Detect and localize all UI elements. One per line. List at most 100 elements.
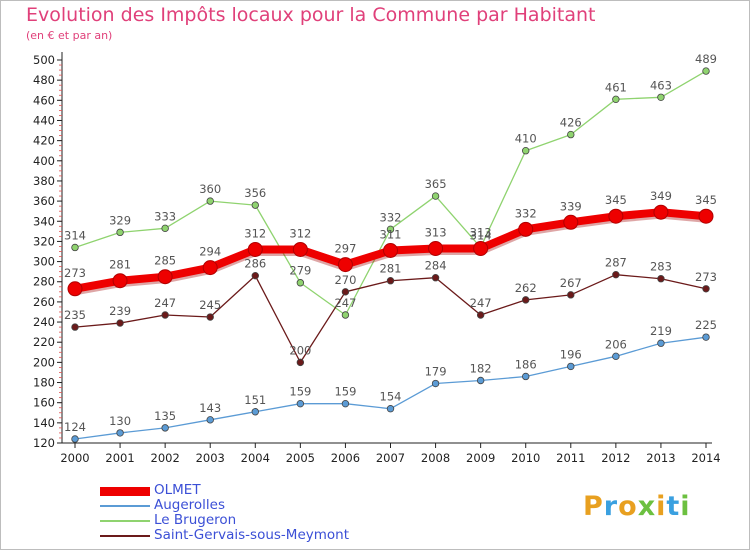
data-point [161,424,169,432]
data-label: 426 [560,116,582,130]
x-tick-label: 2004 [241,451,270,465]
logo-letter: r [603,491,619,522]
legend-swatch [100,535,150,537]
x-tick-label: 2008 [421,451,450,465]
data-label: 219 [650,324,672,338]
data-point [431,274,440,282]
data-point [116,429,124,437]
y-tick-label: 220 [33,335,55,349]
data-label: 365 [425,177,447,191]
x-tick-label: 2013 [646,451,675,465]
data-label: 312 [244,226,266,240]
data-point [341,288,350,296]
data-label: 286 [244,257,266,271]
x-tick-label: 2002 [151,451,180,465]
x-tick-label: 2005 [286,451,315,465]
data-label: 410 [515,132,537,146]
data-label: 284 [425,259,447,273]
data-point [341,399,350,408]
data-point [476,311,485,319]
x-tick-label: 2011 [556,451,585,465]
logo-letter: i [656,491,667,522]
data-label: 285 [154,254,176,268]
data-point [247,241,263,257]
y-tick-label: 480 [33,73,55,87]
legend-label: Augerolles [154,497,226,513]
data-label: 332 [515,206,537,220]
data-point [431,192,440,200]
data-point [71,435,79,443]
data-point [567,291,575,299]
data-point [112,273,128,289]
data-label: 345 [695,193,717,207]
data-label: 329 [109,213,131,227]
x-tick-label: 2009 [466,451,495,465]
data-label: 262 [515,281,537,295]
data-label: 333 [154,209,176,223]
data-label: 287 [605,256,627,270]
data-label: 124 [64,420,86,434]
series-augerolles [71,333,710,443]
data-label: 247 [154,296,176,310]
data-label: 206 [605,337,627,351]
legend-swatch [100,505,150,507]
data-point [337,257,353,273]
data-point [206,416,214,424]
data-point [563,214,579,230]
data-label: 345 [605,193,627,207]
x-tick-label: 2012 [601,451,630,465]
data-point [206,313,214,321]
data-point [612,352,620,361]
data-label: 281 [380,262,402,276]
data-point [612,270,620,279]
chart-title: Evolution des Impôts locaux pour la Comm… [26,4,596,26]
data-point [518,221,534,237]
data-label: 225 [695,318,717,332]
data-label: 130 [109,414,131,428]
data-label: 349 [650,189,672,203]
legend-swatch [100,486,150,496]
data-point [522,372,530,381]
data-label: 294 [199,245,221,259]
data-point [653,204,669,220]
data-point [522,296,530,304]
data-label: 461 [605,80,627,94]
y-tick-label: 360 [33,194,55,208]
data-point [386,225,395,234]
data-label: 270 [334,273,356,287]
y-tick-label: 500 [33,53,55,67]
y-tick-label: 280 [33,275,55,289]
data-label: 182 [470,362,492,376]
x-tick-label: 2000 [60,451,89,465]
data-label: 151 [244,393,266,407]
legend-swatch [100,520,150,522]
series-saint-gervais-sous-meymont [71,270,710,367]
data-label: 311 [380,227,402,241]
data-label: 356 [244,186,266,200]
data-point [612,95,620,104]
y-tick-label: 340 [33,214,55,228]
data-point [431,379,440,388]
data-point [698,208,714,224]
data-label: 313 [470,225,492,239]
data-point [657,93,665,101]
data-label: 283 [650,260,672,274]
data-point [161,224,169,233]
chart-subtitle: (en € et par an) [26,29,113,42]
data-label: 247 [334,296,356,310]
x-tick-label: 2003 [196,451,225,465]
data-label: 245 [199,298,221,312]
data-label: 314 [470,228,492,242]
y-tick-label: 260 [33,295,55,309]
data-point [386,277,395,285]
data-point [608,208,624,224]
data-point [251,408,259,416]
data-point [251,271,259,280]
data-point [386,405,395,413]
data-point [71,323,79,331]
data-point [116,228,124,237]
chart-data-labels: 124 130 135 143 151 159 159 154 179 182 186 196 206 2… [64,52,717,434]
data-label: 489 [695,52,717,66]
data-label: 179 [425,365,447,379]
